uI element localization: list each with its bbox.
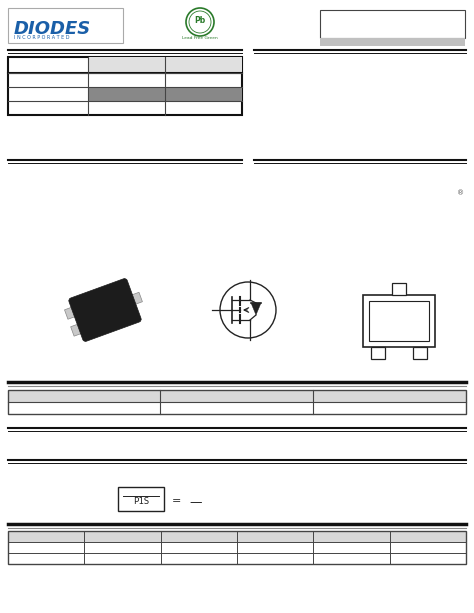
- Bar: [8, 57, 242, 115]
- Bar: [8, 390, 466, 402]
- Text: —: —: [189, 497, 201, 509]
- Text: Lead Free Green: Lead Free Green: [182, 36, 218, 40]
- Bar: [369, 301, 429, 341]
- Bar: [392, 283, 406, 295]
- Bar: [363, 295, 435, 347]
- Text: Pb: Pb: [194, 15, 206, 25]
- Text: =: =: [172, 496, 182, 506]
- Bar: [8, 531, 466, 542]
- Bar: [8, 390, 466, 414]
- Bar: [8, 531, 466, 564]
- Text: ®: ®: [457, 190, 465, 196]
- Bar: [64, 305, 83, 319]
- Bar: [88, 57, 242, 73]
- Text: I N C O R P O R A T E D: I N C O R P O R A T E D: [14, 35, 70, 40]
- Bar: [320, 10, 465, 38]
- Bar: [118, 487, 164, 511]
- Bar: [320, 38, 465, 46]
- Bar: [8, 8, 123, 43]
- Polygon shape: [251, 303, 261, 315]
- Bar: [71, 321, 89, 336]
- Bar: [88, 87, 242, 101]
- Bar: [413, 347, 427, 359]
- Bar: [371, 347, 385, 359]
- Text: DIODES: DIODES: [14, 20, 91, 38]
- Text: P1S: P1S: [133, 497, 149, 506]
- FancyBboxPatch shape: [69, 278, 141, 341]
- Bar: [124, 292, 142, 307]
